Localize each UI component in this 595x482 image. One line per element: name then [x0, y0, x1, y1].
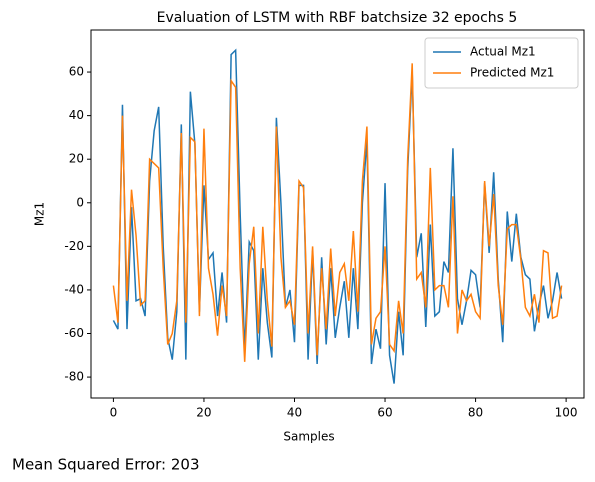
x-axis-label: Samples	[283, 430, 334, 444]
y-tick-label: 0	[76, 195, 84, 209]
x-tick-label: 80	[468, 406, 483, 420]
y-axis-label: Mz1	[33, 202, 47, 226]
x-tick-label: 100	[555, 406, 578, 420]
annotation: Mean Squared Error: 203	[12, 456, 200, 474]
plot-frame	[90, 29, 585, 399]
chart-title: Evaluation of LSTM with RBF batchsize 32…	[157, 10, 518, 26]
y-tick-label: -40	[64, 282, 84, 296]
y-tick-label: -80	[64, 370, 84, 384]
y-tick-label: 60	[69, 65, 84, 79]
y-tick-label: -20	[64, 239, 84, 253]
legend-label: Predicted Mz1	[470, 66, 554, 80]
legend-label: Actual Mz1	[470, 45, 536, 59]
x-tick-label: 0	[110, 406, 118, 420]
y-tick-label: 20	[69, 152, 84, 166]
x-tick-label: 60	[377, 406, 392, 420]
y-tick-label: -60	[64, 326, 84, 340]
series-line	[112, 63, 563, 362]
x-tick-label: 40	[287, 406, 302, 420]
y-tick-label: 40	[69, 108, 84, 122]
legend-box	[424, 37, 579, 89]
x-tick-label: 20	[196, 406, 211, 420]
